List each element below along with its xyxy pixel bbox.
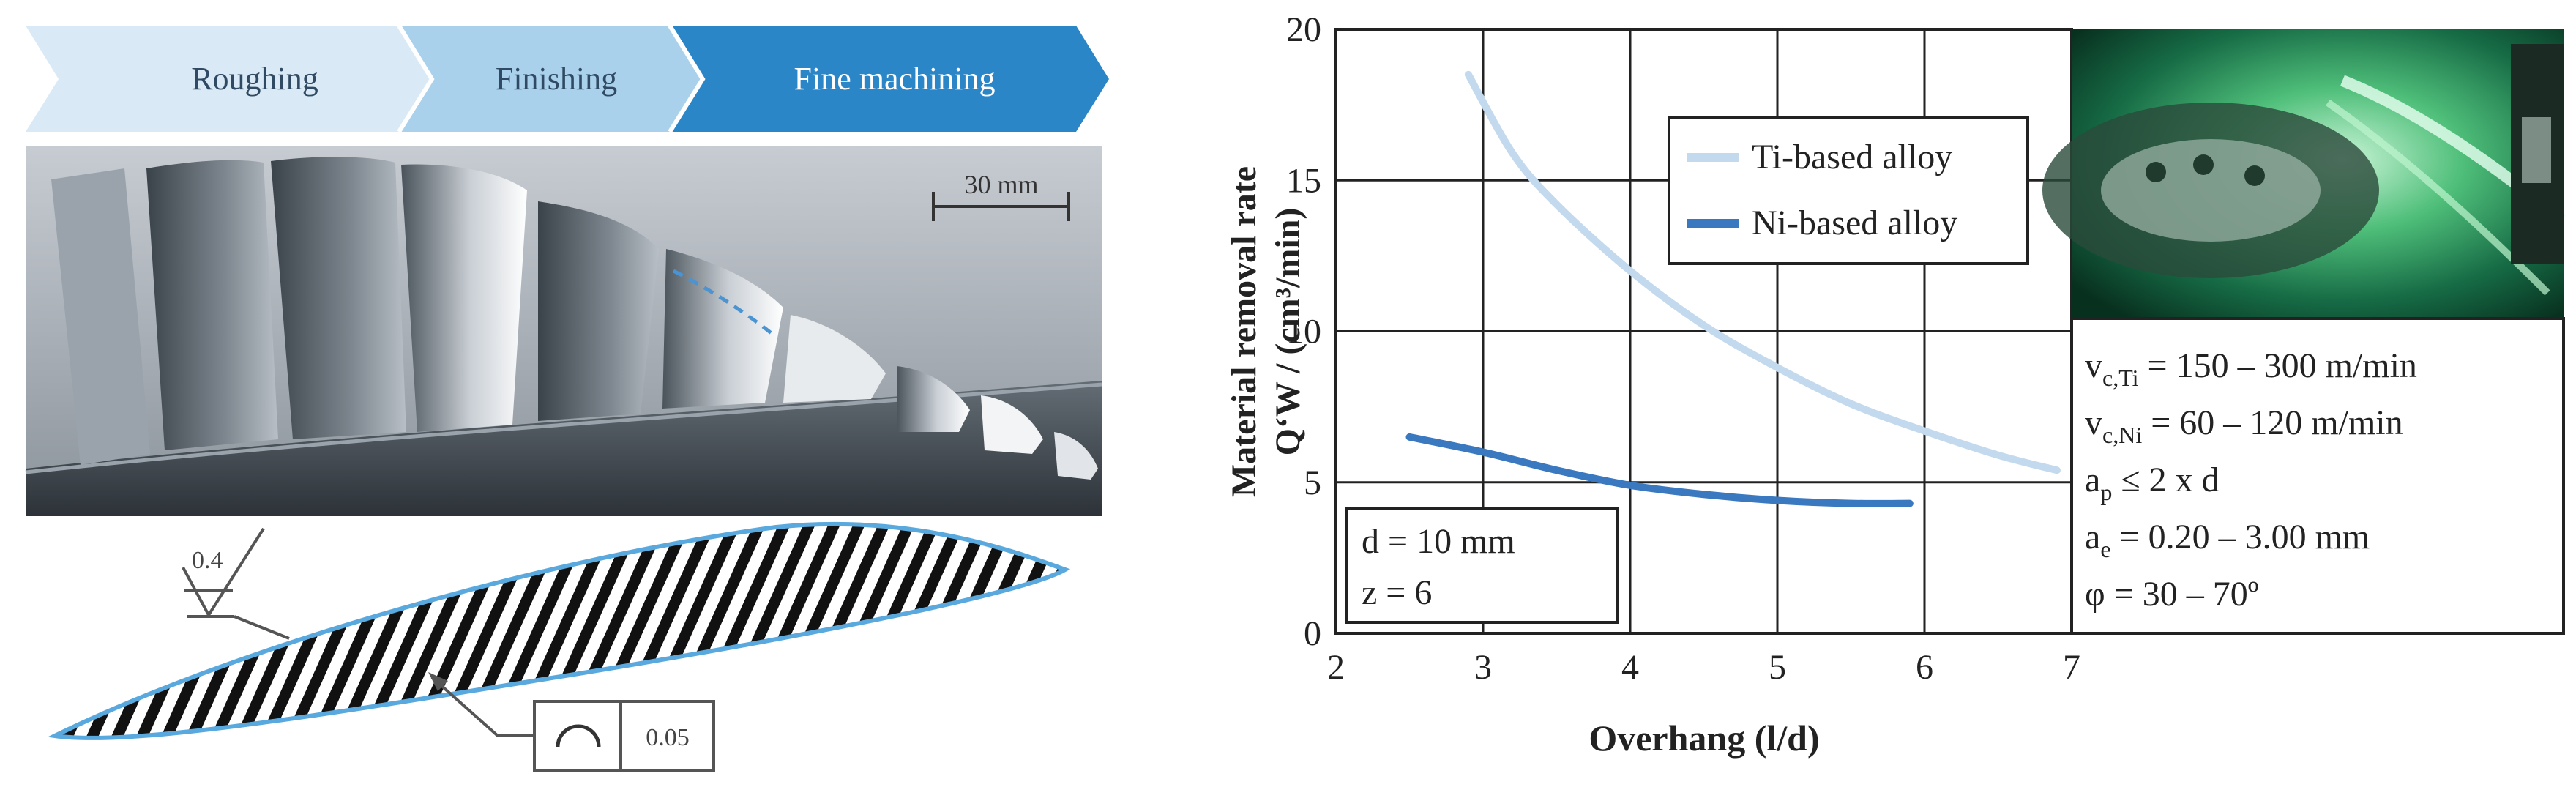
x-axis-title: Overhang (l/d)	[1588, 718, 1819, 759]
chart-ticks: 2 3 4 5 6 7 0 5 10 15 20	[1286, 10, 2080, 687]
x-tick-label: 5	[1769, 648, 1786, 687]
legend-label-ni: Ni-based alloy	[1752, 204, 1957, 242]
scale-bar: 30 mm	[932, 170, 1070, 221]
scale-bar-label: 30 mm	[964, 170, 1038, 199]
series-line-ni	[1405, 433, 1914, 507]
chart-removal-rate: 2 3 4 5 6 7 0 5 10 15 20 Ti-based alloy Ni-based a…	[1225, 10, 2080, 759]
blisk-render: 30 mm	[25, 146, 1102, 516]
profile-tolerance-frame: 0.05	[428, 672, 715, 772]
series-line-ti	[1464, 70, 2061, 474]
chevron-fine-machining	[672, 26, 1109, 132]
y-tick-label: 15	[1286, 161, 1321, 200]
airfoil-section: 0.4 0.05	[47, 521, 1071, 772]
surface-roughness-symbol: 0.4	[182, 527, 290, 640]
y-tick-label: 10	[1286, 313, 1321, 351]
surface-roughness-value: 0.4	[192, 547, 223, 574]
x-tick-label: 7	[2063, 648, 2080, 687]
y-axis-title-line2: Q‘W / (cm³/min)	[1269, 208, 1307, 456]
cutting-parameters: vc,Ti = 150 – 300 m/min vc,Ni = 60 – 120 …	[2085, 346, 2417, 614]
chevron-roughing	[26, 26, 432, 132]
chevron-finishing	[401, 26, 703, 132]
step-roughing-label: Roughing	[191, 61, 318, 97]
legend-label-ti: Ti-based alloy	[1752, 138, 1952, 176]
step-fine-machining-label: Fine machining	[794, 61, 996, 97]
y-axis-title-line1: Material removal rate	[1225, 166, 1263, 497]
parameter-line: vc,Ni = 60 – 120 m/min	[2085, 403, 2403, 448]
parameter-line: vc,Ti = 150 – 300 m/min	[2085, 346, 2417, 391]
x-tick-label: 6	[1916, 648, 1933, 687]
annotation-diameter: d = 10 mm	[1362, 522, 1515, 561]
profile-tolerance-value: 0.05	[646, 724, 690, 751]
parameter-line: ap ≤ 2 x d	[2085, 461, 2220, 505]
parameter-line: φ = 30 – 70º	[2085, 575, 2259, 614]
x-tick-label: 4	[1621, 648, 1639, 687]
milling-photo-details	[2042, 44, 2566, 296]
machining-panel: vc,Ti = 150 – 300 m/min vc,Ni = 60 – 120 …	[2042, 29, 2566, 635]
y-tick-label: 0	[1304, 614, 1321, 653]
chart-legend: Ti-based alloy Ni-based alloy	[1668, 116, 2029, 265]
chart-series	[1405, 70, 2061, 507]
step-finishing-label: Finishing	[496, 61, 617, 97]
y-tick-label: 5	[1304, 463, 1321, 502]
x-tick-label: 2	[1327, 648, 1345, 687]
y-tick-label: 20	[1286, 10, 1321, 49]
parameter-line: ae = 0.20 – 3.00 mm	[2085, 518, 2370, 562]
tool-parameters-box: d = 10 mm z = 6	[1345, 507, 1619, 624]
process-chevrons: Roughing Finishing Fine machining	[26, 24, 1109, 133]
profile-of-line-icon	[556, 724, 601, 748]
x-tick-label: 3	[1474, 648, 1492, 687]
annotation-teeth: z = 6	[1362, 573, 1432, 612]
